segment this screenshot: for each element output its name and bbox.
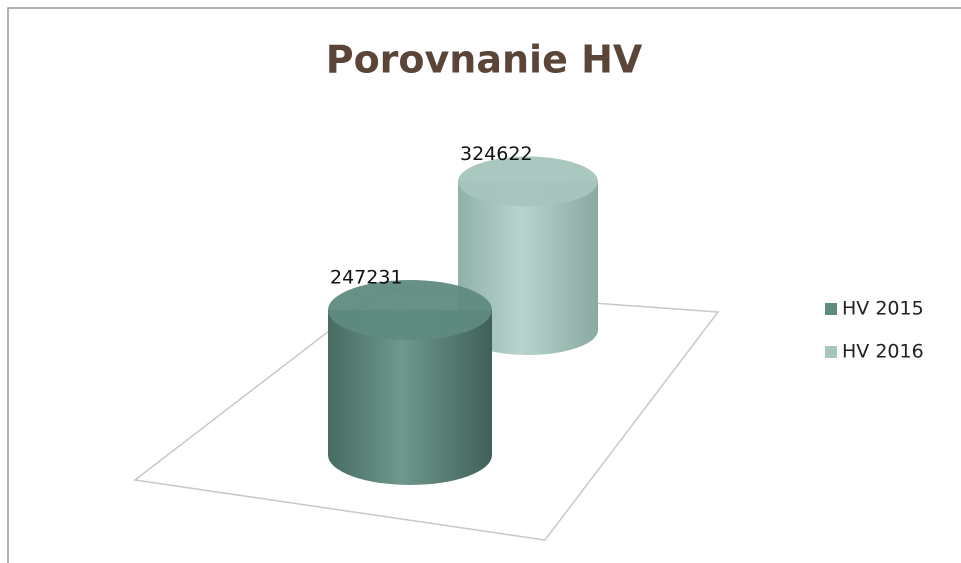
data-label: 247231: [330, 267, 403, 289]
data-label: 324622: [460, 143, 533, 165]
bar: [328, 310, 492, 485]
legend-label: HV 2015: [842, 298, 924, 320]
legend-label: HV 2016: [842, 341, 924, 363]
bar: [458, 181, 598, 355]
bar-top: [458, 156, 598, 207]
chart-title: Porovnanie HV: [326, 38, 643, 82]
legend-swatch: [825, 303, 837, 315]
bar-top: [328, 280, 492, 340]
legend-swatch: [825, 346, 837, 358]
chart-frame: [7, 7, 961, 563]
